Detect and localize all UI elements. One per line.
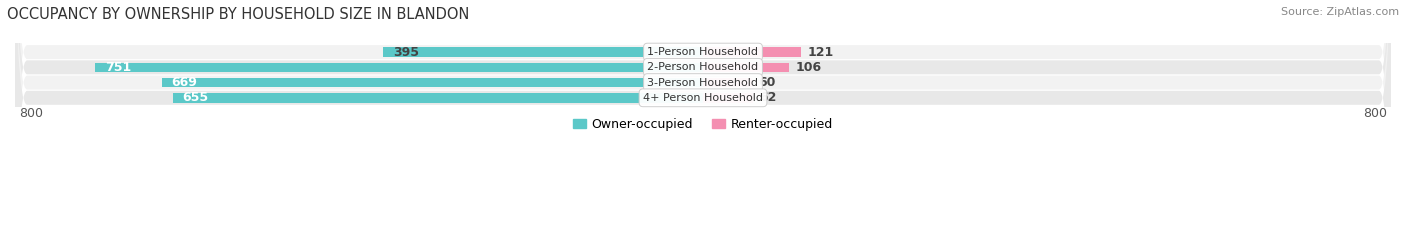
Text: 800: 800 [1362,107,1386,120]
FancyBboxPatch shape [15,0,1391,233]
FancyBboxPatch shape [15,0,1391,233]
Bar [173,93,703,103]
Bar [703,78,752,87]
Text: OCCUPANCY BY OWNERSHIP BY HOUSEHOLD SIZE IN BLANDON: OCCUPANCY BY OWNERSHIP BY HOUSEHOLD SIZE… [7,7,470,22]
Text: Source: ZipAtlas.com: Source: ZipAtlas.com [1281,7,1399,17]
Text: 1-Person Household: 1-Person Household [648,47,758,57]
Text: 2-Person Household: 2-Person Household [647,62,759,72]
FancyBboxPatch shape [15,0,1391,233]
Text: 655: 655 [183,91,208,104]
Text: 395: 395 [394,46,419,58]
Legend: Owner-occupied, Renter-occupied: Owner-occupied, Renter-occupied [568,113,838,136]
Text: 121: 121 [807,46,834,58]
Text: 3-Person Household: 3-Person Household [648,78,758,88]
Text: 106: 106 [796,61,821,74]
Text: 60: 60 [758,76,776,89]
Bar [162,78,703,87]
Bar [703,63,789,72]
Bar [384,47,703,57]
Text: 751: 751 [105,61,131,74]
Bar [96,63,703,72]
Text: 800: 800 [20,107,44,120]
Bar [703,93,754,103]
Bar [703,47,801,57]
FancyBboxPatch shape [15,0,1391,233]
Text: 62: 62 [759,91,778,104]
Text: 4+ Person Household: 4+ Person Household [643,93,763,103]
Text: 669: 669 [172,76,197,89]
